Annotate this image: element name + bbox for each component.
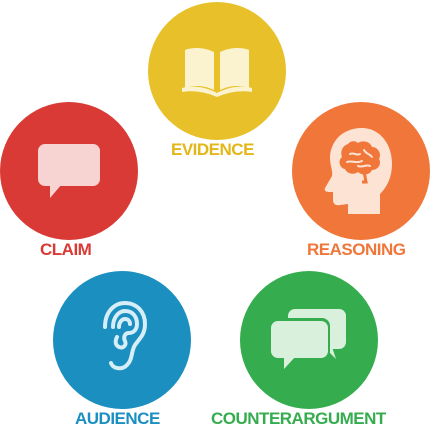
speech-bubble-icon bbox=[38, 144, 100, 198]
reasoning-circle bbox=[292, 102, 430, 240]
conversation-bubbles-icon bbox=[268, 309, 346, 369]
reasoning-label: REASONING bbox=[307, 240, 406, 259]
brain-head-icon bbox=[324, 128, 392, 214]
claim-circle bbox=[0, 102, 138, 240]
claim-label: CLAIM bbox=[40, 240, 92, 259]
evidence-label: EVIDENCE bbox=[171, 140, 254, 159]
open-book-icon bbox=[182, 47, 252, 97]
evidence-circle bbox=[148, 2, 286, 140]
ear-icon bbox=[103, 301, 147, 371]
counterargument-circle bbox=[240, 271, 378, 409]
audience-circle bbox=[53, 271, 191, 409]
audience-label: AUDIENCE bbox=[75, 409, 160, 428]
counterargument-label: COUNTERARGUMENT bbox=[211, 409, 386, 428]
